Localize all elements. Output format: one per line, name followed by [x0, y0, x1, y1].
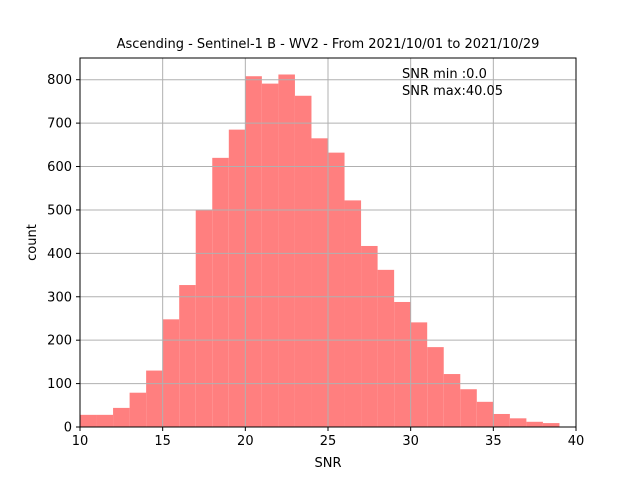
histogram-bar-22: [443, 374, 461, 427]
histogram-bar-7: [195, 209, 213, 427]
histogram-bar-5: [162, 319, 180, 427]
snr-min-annotation: SNR min :0.0: [402, 67, 487, 82]
histogram-bar-8: [212, 157, 229, 428]
y-tick-label-2: 200: [47, 334, 72, 349]
histogram-bar-11: [261, 83, 279, 427]
histogram-bar-21: [427, 347, 444, 427]
histogram-bar-6: [179, 285, 196, 427]
histogram-bar-23: [460, 389, 477, 427]
grid-lines: [79, 58, 577, 428]
snr-max-annotation: SNR max:40.05: [402, 84, 503, 99]
histogram-bar-25: [493, 413, 510, 427]
histogram-bar-16: [344, 200, 362, 427]
y-tick-label-6: 600: [47, 160, 72, 175]
x-tick-label-4: 30: [402, 434, 419, 449]
histogram-bar-18: [377, 269, 395, 427]
histogram-bar-4: [146, 370, 163, 427]
x-tick-label-1: 15: [154, 434, 171, 449]
y-tick-label-8: 800: [47, 73, 72, 88]
histogram-bar-17: [361, 245, 378, 427]
histogram-bar-24: [476, 401, 494, 427]
x-tick-label-0: 10: [72, 434, 89, 449]
histogram-bar-19: [394, 301, 411, 427]
histogram-bar-3: [129, 392, 147, 427]
x-tick-label-2: 20: [237, 434, 254, 449]
histogram-bar-9: [228, 129, 246, 428]
y-tick-label-1: 100: [47, 377, 72, 392]
histogram-bar-10: [245, 76, 262, 427]
y-axis-ticks: 0 100 200 300 400 500 600 700 800: [47, 73, 80, 436]
x-tick-label-5: 35: [485, 434, 502, 449]
histogram-bar-27: [526, 421, 543, 427]
histogram-bar-14: [311, 138, 328, 427]
y-tick-label-4: 400: [47, 247, 72, 262]
x-axis-ticks: 10 15 20 25 30 35 40: [72, 427, 585, 449]
histogram-bar-2: [113, 407, 130, 427]
histogram-bar-15: [328, 152, 345, 428]
histogram-bar-26: [509, 418, 527, 427]
x-tick-label-6: 40: [568, 434, 585, 449]
histogram-bar-0: [80, 414, 97, 427]
x-tick-label-3: 25: [320, 434, 337, 449]
chart-title: Ascending - Sentinel-1 B - WV2 - From 20…: [117, 37, 540, 52]
histogram-bar-1: [96, 414, 114, 427]
y-tick-label-7: 700: [47, 117, 72, 132]
y-tick-label-5: 500: [47, 203, 72, 218]
y-tick-label-0: 0: [64, 421, 72, 436]
y-axis-label: count: [25, 224, 40, 261]
histogram-bar-28: [542, 423, 560, 427]
y-tick-label-3: 300: [47, 290, 72, 305]
x-axis-label: SNR: [314, 456, 341, 471]
histogram-bar-13: [294, 95, 312, 427]
histogram-bars: [80, 74, 560, 428]
histogram-bar-12: [278, 74, 295, 428]
histogram-bar-20: [410, 322, 428, 427]
